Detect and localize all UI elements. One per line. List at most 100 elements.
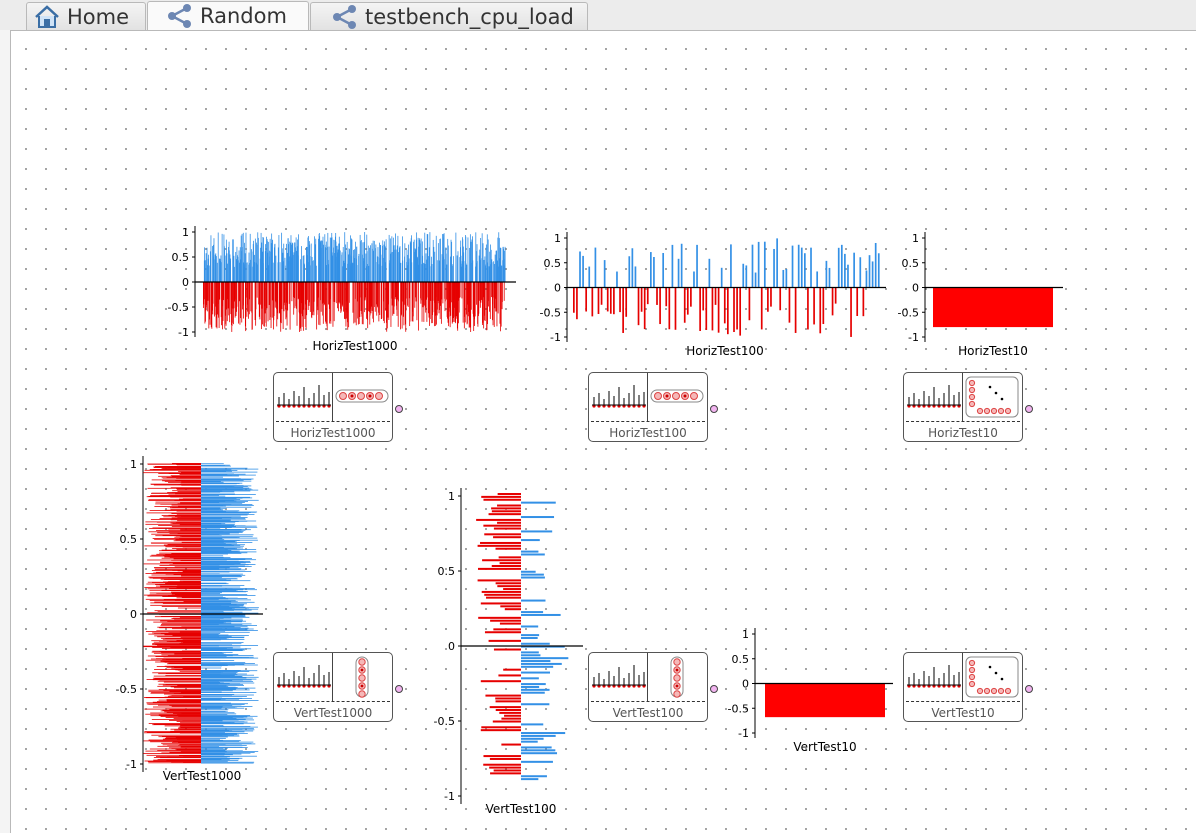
output-port[interactable]	[1025, 685, 1033, 693]
bar	[201, 692, 257, 693]
bar	[241, 282, 243, 323]
bar	[573, 287, 575, 313]
bar	[385, 239, 387, 282]
bar	[481, 495, 521, 498]
bar	[201, 635, 249, 636]
bar	[201, 487, 244, 488]
bar	[149, 528, 201, 529]
block-horiz100[interactable]: HorizTest100	[588, 372, 708, 442]
bar	[201, 521, 239, 522]
bar	[871, 261, 874, 288]
bar	[201, 539, 225, 540]
bar	[370, 245, 371, 282]
block-dashed-line	[591, 701, 705, 702]
bar	[155, 501, 201, 503]
bar	[521, 613, 561, 616]
bar	[217, 232, 219, 282]
bar	[256, 282, 258, 298]
bar	[237, 256, 239, 282]
bar	[521, 723, 544, 726]
bar	[201, 665, 222, 667]
bar	[201, 717, 253, 719]
tick-label: 1	[182, 226, 189, 239]
block-vert100[interactable]: VertTest100	[588, 652, 708, 722]
bar	[173, 687, 201, 689]
output-port[interactable]	[395, 405, 403, 413]
bar	[352, 282, 354, 313]
bar	[470, 282, 472, 332]
bar	[400, 262, 402, 282]
block-divider	[962, 373, 963, 422]
bar	[437, 282, 438, 310]
block-dashed-line	[591, 421, 705, 422]
bar	[201, 620, 231, 621]
bar	[305, 282, 307, 329]
bar	[480, 237, 482, 282]
block-vert1000[interactable]: VertTest1000	[273, 652, 393, 722]
bar	[307, 282, 308, 300]
bar	[201, 480, 252, 482]
bar	[180, 502, 201, 504]
bar	[739, 287, 742, 336]
bar	[294, 282, 296, 307]
block-horiz10[interactable]: HorizTest10	[903, 372, 1023, 442]
bar	[358, 253, 360, 282]
bar	[495, 697, 521, 700]
bar	[377, 282, 379, 308]
bar	[292, 254, 294, 282]
bar	[150, 604, 201, 606]
bar	[487, 282, 488, 325]
output-port[interactable]	[710, 685, 718, 693]
bar	[266, 282, 268, 309]
bar	[311, 282, 313, 319]
bar	[209, 282, 211, 325]
bar	[382, 257, 384, 282]
bar	[201, 639, 245, 640]
bar	[145, 713, 201, 715]
tab-testbench-cpu-load[interactable]: testbench_cpu_load	[310, 2, 588, 30]
bar	[201, 564, 249, 566]
block-vert10[interactable]: VertTest10	[903, 652, 1023, 722]
tab-random[interactable]: Random	[147, 1, 309, 30]
bar	[157, 745, 201, 747]
bar	[400, 282, 402, 330]
output-port[interactable]	[1025, 405, 1033, 413]
bar	[296, 250, 298, 282]
output-port[interactable]	[710, 405, 718, 413]
bar	[148, 723, 201, 724]
bar	[201, 601, 255, 603]
flowgraph-canvas[interactable]: 1 0.5 0 -0.5 -1 HorizTest1000 1 0.5 0 -0.5 -1 Horiz…	[10, 30, 1196, 833]
block-horiz1000[interactable]: HorizTest1000	[273, 372, 393, 442]
bar	[362, 242, 364, 282]
bar	[318, 238, 319, 282]
bar	[238, 250, 240, 282]
block-dashed-line	[906, 421, 1020, 422]
output-port[interactable]	[395, 685, 403, 693]
bar	[380, 254, 382, 282]
bar	[319, 282, 321, 326]
bar	[437, 243, 439, 282]
bar	[309, 282, 311, 312]
chart-title: HorizTest100	[686, 344, 764, 358]
bar	[176, 548, 201, 550]
bar	[383, 282, 385, 302]
bar	[177, 714, 201, 715]
bar	[201, 518, 246, 520]
block-label: HorizTest100	[609, 426, 687, 440]
bar	[201, 544, 245, 546]
bar	[149, 510, 201, 511]
bar	[246, 262, 248, 282]
bar	[521, 573, 544, 576]
bar	[397, 282, 399, 327]
tick-label: 0	[912, 282, 919, 295]
bar	[819, 287, 822, 334]
bar	[233, 255, 235, 282]
bar	[201, 745, 247, 746]
tab-home[interactable]: Home	[26, 2, 146, 30]
bar	[201, 642, 244, 643]
bar	[452, 282, 453, 323]
bar	[201, 620, 247, 622]
bar	[228, 282, 230, 316]
bar	[201, 728, 243, 730]
bar	[521, 530, 553, 533]
